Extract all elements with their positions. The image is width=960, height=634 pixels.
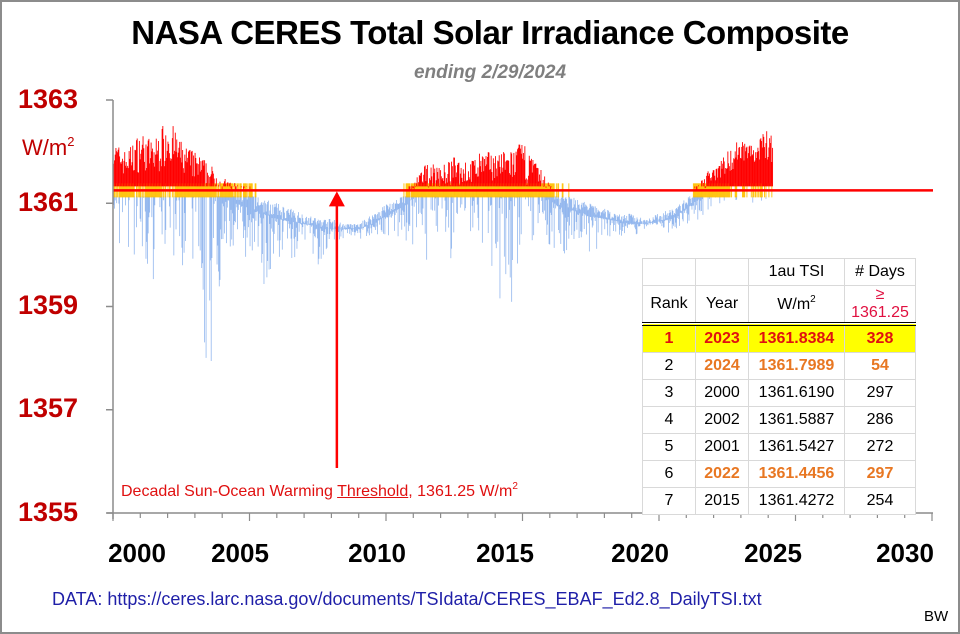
table-cell-days: 297 bbox=[844, 460, 916, 488]
threshold-label-sup: 2 bbox=[512, 481, 518, 492]
threshold-arrow-head bbox=[328, 191, 345, 207]
table-cell-days: 272 bbox=[844, 433, 916, 461]
threshold-annotation: Decadal Sun-Ocean Warming Threshold, 136… bbox=[121, 481, 518, 501]
y-axis-unit: W/m2 bbox=[22, 134, 74, 161]
table-cell-days: 54 bbox=[844, 352, 916, 380]
table-cell-rank: 1 bbox=[642, 323, 696, 353]
table-header-cell: ≥ 1361.25 bbox=[844, 285, 916, 326]
table-header-cell: # Days bbox=[844, 258, 916, 286]
table-cell-rank: 7 bbox=[642, 487, 696, 515]
table-cell-rank: 6 bbox=[642, 460, 696, 488]
table-cell-year: 2015 bbox=[695, 487, 749, 515]
table-row: 5 2001 1361.5427 272 bbox=[642, 433, 916, 461]
table-row: 6 2022 1361.4456 297 bbox=[642, 460, 916, 488]
table-cell-days: 254 bbox=[844, 487, 916, 515]
table-cell-tsi: 1361.4272 bbox=[748, 487, 845, 515]
tsi-unit: W/m bbox=[777, 296, 811, 313]
threshold-label-prefix: Decadal Sun-Ocean Warming bbox=[121, 483, 338, 500]
x-tick-label: 2030 bbox=[876, 538, 934, 568]
y-tick-label: 1359 bbox=[18, 290, 79, 320]
table-cell-tsi: 1361.5427 bbox=[748, 433, 845, 461]
table-cell-days: 297 bbox=[844, 379, 916, 407]
table-row: 2 2024 1361.7989 54 bbox=[642, 352, 916, 380]
table-header-cell bbox=[695, 258, 749, 286]
table-cell-year: 2000 bbox=[695, 379, 749, 407]
table-cell-days: 328 bbox=[844, 323, 916, 353]
x-tick-label: 2010 bbox=[348, 538, 406, 568]
x-tick-label: 2005 bbox=[211, 538, 269, 568]
table-cell-rank: 5 bbox=[642, 433, 696, 461]
table-header-row: Rank Year W/m2 ≥ 1361.25 bbox=[642, 285, 916, 326]
table-header-row: 1au TSI # Days bbox=[642, 258, 916, 286]
table-cell-tsi: 1361.7989 bbox=[748, 352, 845, 380]
table-row: 7 2015 1361.4272 254 bbox=[642, 487, 916, 515]
x-tick-label: 2015 bbox=[476, 538, 534, 568]
table-cell-tsi: 1361.6190 bbox=[748, 379, 845, 407]
table-cell-tsi: 1361.4456 bbox=[748, 460, 845, 488]
threshold-label-suffix: , 1361.25 W/m bbox=[408, 483, 513, 500]
table-header-cell: W/m2 bbox=[748, 285, 845, 326]
data-source-link[interactable]: DATA: https://ceres.larc.nasa.gov/docume… bbox=[52, 589, 762, 609]
x-tick-label: 2025 bbox=[744, 538, 802, 568]
tsi-unit-sup: 2 bbox=[810, 294, 816, 305]
table-body: 1 2023 1361.8384 328 2 2024 1361.7989 54 3 2000 13… bbox=[642, 323, 916, 515]
chart-subtitle: ending 2/29/2024 bbox=[413, 62, 567, 83]
table-cell-year: 2001 bbox=[695, 433, 749, 461]
table-cell-rank: 3 bbox=[642, 379, 696, 407]
table-cell-year: 2002 bbox=[695, 406, 749, 434]
table-cell-tsi: 1361.8384 bbox=[748, 323, 845, 353]
y-tick-label: 1355 bbox=[18, 497, 79, 527]
threshold-label-keyword: Threshold bbox=[337, 483, 409, 500]
table-header-cell bbox=[642, 258, 696, 286]
table-header-cell: 1au TSI bbox=[748, 258, 845, 286]
table-row: 3 2000 1361.6190 297 bbox=[642, 379, 916, 407]
y-tick-label: 1357 bbox=[18, 393, 79, 423]
table-header-cell: Rank bbox=[642, 285, 696, 326]
table-row: 4 2002 1361.5887 286 bbox=[642, 406, 916, 434]
y-unit-sup: 2 bbox=[67, 134, 75, 149]
table-cell-rank: 2 bbox=[642, 352, 696, 380]
table-row: 1 2023 1361.8384 328 bbox=[642, 323, 916, 353]
y-tick-label: 1361 bbox=[18, 187, 79, 217]
table-header-cell: Year bbox=[695, 285, 749, 326]
table-cell-year: 2023 bbox=[695, 323, 749, 353]
chart-title: NASA CERES Total Solar Irradiance Compos… bbox=[131, 14, 849, 51]
y-unit-base: W/m bbox=[22, 135, 68, 160]
plot-area bbox=[112, 126, 933, 468]
table-cell-tsi: 1361.5887 bbox=[748, 406, 845, 434]
table-cell-year: 2024 bbox=[695, 352, 749, 380]
y-tick-label: 1363 bbox=[18, 84, 79, 114]
table-cell-year: 2022 bbox=[695, 460, 749, 488]
x-tick-label: 2020 bbox=[611, 538, 669, 568]
table-cell-days: 286 bbox=[844, 406, 916, 434]
author-credit: BW bbox=[924, 608, 949, 625]
ranking-table: 1au TSI # Days Rank Year W/m2 ≥ 1361.25 … bbox=[642, 258, 916, 515]
table-cell-rank: 4 bbox=[642, 406, 696, 434]
